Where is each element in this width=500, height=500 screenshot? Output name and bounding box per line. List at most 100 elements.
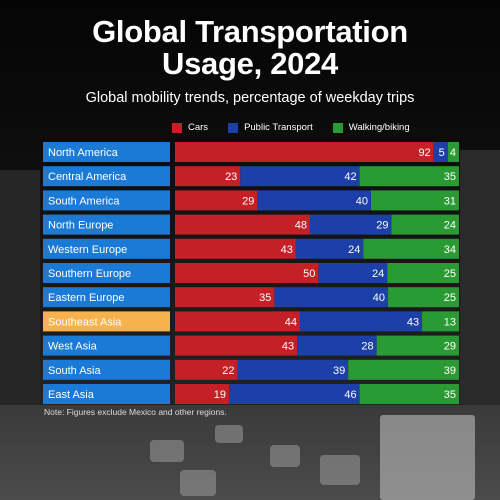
category-label-background: [43, 190, 170, 211]
category-label-background: [43, 238, 170, 259]
category-label-background: [43, 263, 170, 283]
bar-segment: [388, 287, 459, 308]
data-label: 46: [344, 389, 356, 401]
category-label-background: [43, 287, 170, 308]
bar-segment: [175, 190, 258, 211]
bar-segment: [175, 166, 241, 187]
bar-row: Southern Europe 50 24 25: [43, 263, 459, 283]
data-label: 25: [444, 292, 456, 304]
legend: Cars Public Transport Walking/biking: [172, 122, 430, 133]
bar-segment: [295, 238, 364, 259]
bar-segment: [363, 238, 459, 259]
bar-segment: [240, 166, 360, 187]
data-label: 39: [333, 365, 345, 377]
category-label: East Asia: [48, 389, 95, 401]
background-car: [215, 425, 243, 443]
bar-segment: [422, 311, 459, 332]
bar-segment: [387, 263, 459, 283]
legend-swatch: [172, 122, 182, 133]
bar-row: Southeast Asia 44 43 13: [43, 311, 459, 332]
legend-label: Walking/biking: [348, 122, 410, 133]
data-label: 19: [214, 389, 226, 401]
bar-segment: [175, 335, 298, 356]
data-label: 42: [344, 171, 356, 183]
category-label-background: [43, 359, 170, 380]
data-label: 43: [407, 316, 419, 328]
category-label: Central America: [48, 171, 127, 183]
data-label: 13: [444, 316, 456, 328]
bar-row: Western Europe 43 24 34: [43, 238, 459, 259]
bar-segment: [348, 359, 459, 380]
bar-segment: [299, 311, 423, 332]
background-car: [270, 445, 300, 467]
bar-segment: [370, 190, 459, 211]
category-label: Southern Europe: [48, 268, 131, 280]
category-label: South America: [48, 195, 120, 207]
data-label: 34: [444, 244, 456, 256]
data-label: 31: [444, 195, 456, 207]
category-label: Southeast Asia: [48, 316, 122, 328]
data-label: 44: [285, 316, 297, 328]
bar-segment: [391, 214, 459, 235]
bar-segment: [359, 384, 459, 404]
legend-item: Walking/biking: [332, 122, 410, 133]
data-label: 48: [295, 220, 307, 232]
background-building: [460, 150, 500, 410]
bar-segment: [274, 287, 388, 308]
chart-note: Note: Figures exclude Mexico and other r…: [44, 407, 227, 417]
category-label-background: [43, 311, 170, 332]
bar-row: South Asia 22 39 39: [43, 359, 459, 380]
data-label: 24: [372, 268, 384, 280]
bar-row: Eastern Europe 35 40 25: [43, 287, 459, 308]
data-label: 4: [450, 147, 456, 159]
bar-segment: [175, 238, 296, 259]
data-label: 29: [242, 195, 254, 207]
data-label: 5: [439, 147, 445, 159]
legend-label: Cars: [188, 122, 209, 133]
bar-segment: [257, 190, 371, 211]
data-label: 40: [356, 195, 368, 207]
background-car: [180, 470, 216, 496]
bar-segment: [297, 335, 377, 356]
bar-row: West Asia 43 28 29: [43, 335, 459, 356]
background-car: [150, 440, 184, 462]
bar-segment: [175, 287, 275, 308]
data-label: 24: [444, 220, 456, 232]
bar-segment: [359, 166, 459, 187]
category-label: North America: [48, 147, 119, 159]
legend-swatch: [332, 122, 343, 133]
background-building: [0, 170, 40, 420]
data-label: 24: [348, 244, 360, 256]
category-label-background: [43, 384, 170, 404]
data-label: 28: [361, 341, 373, 353]
chart-subtitle: Global mobility trends, percentage of we…: [85, 90, 415, 106]
legend-item: Public Transport: [228, 122, 313, 133]
chart-title-line-2: Usage, 2024: [162, 46, 338, 81]
background-bus: [380, 415, 475, 500]
chart-title: Global Transportation Usage, 2024: [0, 16, 500, 80]
category-label: North Europe: [48, 220, 113, 232]
data-label: 35: [259, 292, 271, 304]
data-label: 35: [444, 389, 456, 401]
bar-row: North Europe 48 29 24: [43, 214, 459, 235]
bar-segment: [376, 335, 459, 356]
bar-segment: [318, 263, 388, 283]
bar-segment: [228, 384, 360, 404]
legend-swatch: [228, 122, 239, 133]
bar-row: Central America 23 42 35: [43, 166, 459, 187]
data-label: 92: [418, 147, 430, 159]
category-label-background: [43, 166, 170, 187]
bar-segment: [175, 263, 319, 283]
bar-row: North America 92 5 4: [43, 142, 459, 162]
data-label: 29: [444, 341, 456, 353]
bar-segment: [175, 214, 310, 235]
bar-row: East Asia 19 46 35: [43, 384, 459, 404]
bar-segment: [175, 384, 229, 404]
data-label: 50: [303, 268, 315, 280]
category-label-background: [43, 335, 170, 356]
bar-segment: [175, 311, 300, 332]
category-label: West Asia: [48, 341, 98, 353]
background-car: [320, 455, 360, 485]
